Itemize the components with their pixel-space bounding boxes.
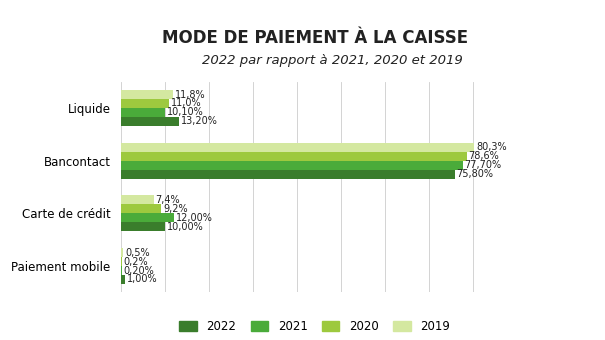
Bar bbox=[121, 99, 169, 108]
Text: 0,20%: 0,20% bbox=[123, 266, 154, 275]
Bar bbox=[121, 152, 467, 161]
Legend: 2022, 2021, 2020, 2019: 2022, 2021, 2020, 2019 bbox=[175, 315, 454, 338]
Text: 10,00%: 10,00% bbox=[167, 222, 203, 232]
Bar bbox=[121, 143, 474, 152]
Bar bbox=[121, 90, 173, 99]
Bar bbox=[121, 248, 123, 257]
Bar bbox=[121, 117, 179, 126]
Bar bbox=[121, 266, 122, 275]
Text: 10,10%: 10,10% bbox=[167, 107, 204, 117]
Text: 9,2%: 9,2% bbox=[163, 204, 188, 214]
Text: 80,3%: 80,3% bbox=[476, 142, 507, 152]
Bar bbox=[121, 275, 125, 284]
Text: 11,0%: 11,0% bbox=[171, 99, 202, 108]
Bar bbox=[121, 214, 174, 222]
Text: 0,5%: 0,5% bbox=[125, 248, 149, 258]
Text: 0,2%: 0,2% bbox=[123, 257, 148, 267]
Text: 13,20%: 13,20% bbox=[181, 116, 218, 126]
Bar bbox=[121, 222, 165, 231]
Bar bbox=[121, 195, 154, 204]
Bar bbox=[121, 170, 454, 178]
Text: 1,00%: 1,00% bbox=[127, 274, 158, 285]
Text: 2022 par rapport à 2021, 2020 et 2019: 2022 par rapport à 2021, 2020 et 2019 bbox=[203, 54, 463, 67]
Bar bbox=[121, 257, 122, 266]
Text: 78,6%: 78,6% bbox=[469, 151, 499, 161]
Text: 11,8%: 11,8% bbox=[175, 89, 205, 100]
Text: 12,00%: 12,00% bbox=[175, 213, 212, 223]
Text: 75,80%: 75,80% bbox=[456, 169, 493, 179]
Text: 7,4%: 7,4% bbox=[155, 195, 180, 205]
Bar bbox=[121, 204, 162, 214]
Text: 77,70%: 77,70% bbox=[465, 160, 502, 170]
Bar bbox=[121, 108, 165, 117]
Bar bbox=[121, 160, 463, 170]
Title: MODE DE PAIEMENT À LA CAISSE: MODE DE PAIEMENT À LA CAISSE bbox=[162, 29, 468, 47]
